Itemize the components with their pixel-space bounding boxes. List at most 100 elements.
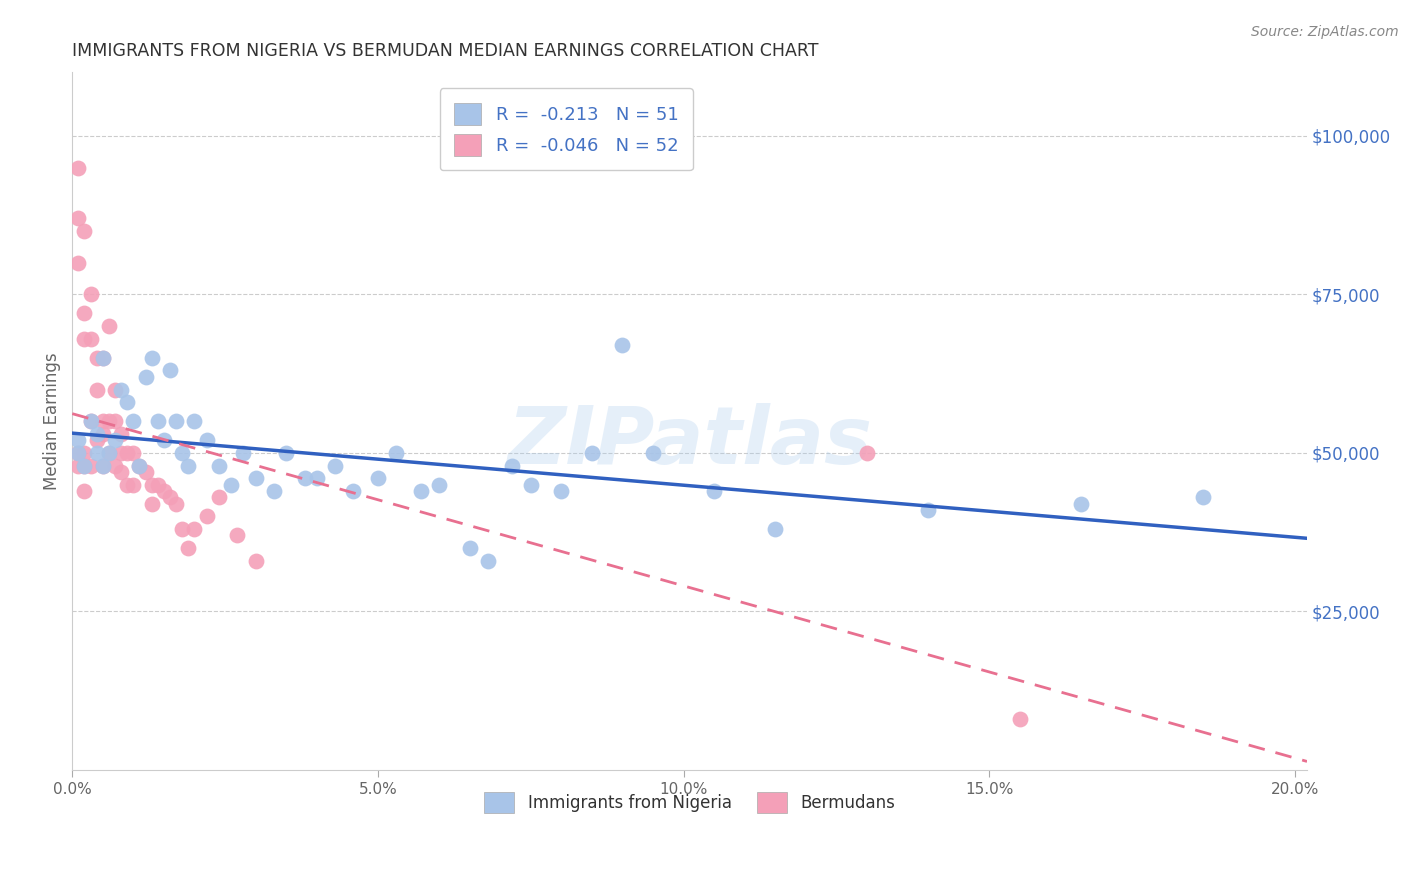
Point [73, 458, 96, 473]
Point [67, 211, 90, 226]
Point [458, 541, 481, 555]
Point [91, 414, 114, 428]
Point [409, 483, 432, 498]
Point [91, 426, 114, 441]
Text: Source: ZipAtlas.com: Source: ZipAtlas.com [1251, 25, 1399, 39]
Point [67, 458, 90, 473]
Point [135, 465, 157, 479]
Point [110, 426, 132, 441]
Point [79, 414, 101, 428]
Point [153, 434, 176, 448]
Legend: Immigrants from Nigeria, Bermudans: Immigrants from Nigeria, Bermudans [472, 780, 907, 824]
Point [165, 414, 187, 428]
Point [67, 446, 90, 460]
Point [91, 351, 114, 365]
Point [208, 491, 231, 505]
Point [73, 224, 96, 238]
Point [135, 369, 157, 384]
Point [128, 458, 150, 473]
Point [195, 509, 218, 524]
Point [79, 458, 101, 473]
Point [97, 446, 120, 460]
Point [79, 332, 101, 346]
Point [146, 477, 169, 491]
Point [122, 477, 145, 491]
Text: ZIPatlas: ZIPatlas [508, 403, 872, 481]
Point [477, 554, 499, 568]
Point [219, 477, 242, 491]
Point [97, 319, 120, 334]
Point [367, 471, 389, 485]
Point [73, 446, 96, 460]
Point [917, 503, 939, 517]
Point [245, 554, 267, 568]
Point [641, 446, 664, 460]
Point [703, 483, 725, 498]
Point [232, 446, 254, 460]
Point [67, 446, 90, 460]
Point [763, 522, 786, 536]
Point [122, 414, 145, 428]
Point [245, 471, 267, 485]
Point [67, 161, 90, 175]
Point [294, 471, 316, 485]
Point [183, 414, 205, 428]
Point [141, 351, 163, 365]
Point [91, 351, 114, 365]
Point [323, 458, 346, 473]
Y-axis label: Median Earnings: Median Earnings [44, 352, 60, 490]
Point [86, 383, 108, 397]
Point [128, 458, 150, 473]
Point [226, 528, 249, 542]
Point [612, 338, 634, 352]
Point [122, 446, 145, 460]
Point [86, 446, 108, 460]
Point [1192, 491, 1215, 505]
Point [141, 477, 163, 491]
Point [110, 446, 132, 460]
Point [104, 434, 127, 448]
Point [97, 414, 120, 428]
Point [110, 465, 132, 479]
Point [73, 483, 96, 498]
Point [208, 458, 231, 473]
Point [856, 446, 879, 460]
Point [104, 458, 127, 473]
Point [550, 483, 572, 498]
Point [73, 458, 96, 473]
Point [141, 497, 163, 511]
Point [172, 446, 194, 460]
Point [501, 458, 523, 473]
Point [86, 434, 108, 448]
Point [91, 458, 114, 473]
Point [117, 477, 139, 491]
Point [427, 477, 450, 491]
Point [183, 522, 205, 536]
Point [79, 287, 101, 301]
Point [117, 395, 139, 409]
Point [172, 522, 194, 536]
Point [165, 497, 187, 511]
Point [1008, 712, 1031, 726]
Point [342, 483, 364, 498]
Point [73, 306, 96, 320]
Point [67, 255, 90, 269]
Point [1070, 497, 1092, 511]
Point [263, 483, 285, 498]
Point [110, 383, 132, 397]
Point [385, 446, 408, 460]
Point [159, 363, 181, 377]
Point [581, 446, 603, 460]
Point [97, 446, 120, 460]
Point [177, 541, 200, 555]
Point [91, 458, 114, 473]
Point [86, 351, 108, 365]
Point [73, 332, 96, 346]
Point [159, 491, 181, 505]
Point [86, 426, 108, 441]
Point [67, 434, 90, 448]
Text: IMMIGRANTS FROM NIGERIA VS BERMUDAN MEDIAN EARNINGS CORRELATION CHART: IMMIGRANTS FROM NIGERIA VS BERMUDAN MEDI… [72, 42, 818, 60]
Point [177, 458, 200, 473]
Point [146, 414, 169, 428]
Point [79, 414, 101, 428]
